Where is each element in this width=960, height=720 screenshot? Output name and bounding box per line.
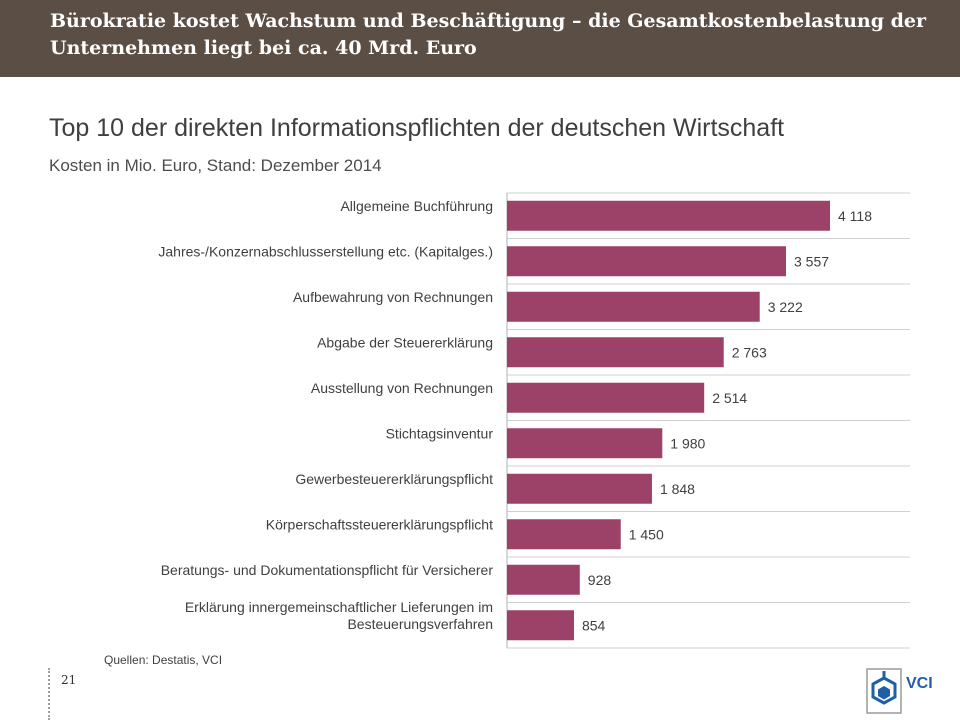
bar (507, 246, 786, 277)
data-label: 2 763 (732, 344, 767, 360)
chart-title: Top 10 der direkten Informationspflichte… (49, 114, 785, 142)
chart-subtitle: Kosten in Mio. Euro, Stand: Dezember 201… (49, 156, 382, 175)
bar (507, 610, 574, 641)
source-note: Quellen: Destatis, VCI (104, 653, 223, 667)
page-title: Bürokratie kostet Wachstum und Beschäfti… (50, 10, 926, 59)
bar (507, 337, 724, 368)
header-bar: Bürokratie kostet Wachstum und Beschäfti… (0, 0, 960, 77)
data-label: 3 222 (768, 299, 803, 315)
bar (507, 564, 580, 595)
page-number: 21 (61, 673, 77, 687)
bar (507, 473, 652, 504)
data-label: 1 450 (629, 526, 664, 542)
data-label: 3 557 (794, 253, 829, 269)
category-label: Körperschaftssteuererklärungspflicht (266, 516, 493, 532)
data-label: 928 (588, 572, 612, 588)
category-label: Abgabe der Steuererklärung (317, 334, 493, 350)
bar (507, 291, 760, 322)
category-label: Jahres-/Konzernabschlusserstellung etc. … (158, 243, 493, 259)
category-label: Erklärung innergemeinschaftlicher Liefer… (185, 599, 493, 632)
data-label: 1 848 (660, 481, 695, 497)
bar (507, 519, 621, 550)
bar (507, 382, 705, 413)
bar (507, 200, 830, 231)
category-label: Allgemeine Buchführung (340, 198, 493, 214)
logo-text: VCI (906, 675, 933, 692)
vci-logo: VCI (866, 668, 933, 714)
category-label: Ausstellung von Rechnungen (311, 380, 493, 396)
category-label: Aufbewahrung von Rechnungen (293, 289, 493, 305)
data-label: 854 (582, 617, 606, 633)
page-number-divider (48, 668, 50, 720)
category-label: Beratungs- und Dokumentationspflicht für… (161, 562, 494, 578)
data-label: 2 514 (712, 390, 747, 406)
data-label: 1 980 (670, 435, 705, 451)
category-label: Gewerbesteuererklärungspflicht (295, 471, 493, 487)
bar (507, 428, 663, 459)
data-label: 4 118 (838, 208, 872, 224)
category-label: Stichtagsinventur (386, 425, 494, 441)
